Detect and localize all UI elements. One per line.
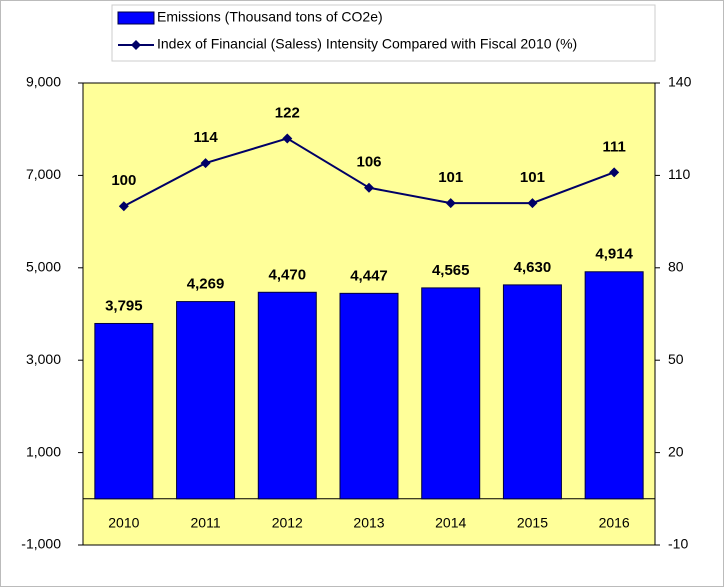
line-marker: [609, 167, 620, 178]
line-value-label: 100: [111, 172, 136, 189]
bar-value-label: 3,795: [105, 297, 143, 314]
line-value-label: 106: [356, 154, 381, 171]
line-value-label: 111: [602, 138, 625, 155]
x-tick-label: 2011: [191, 515, 221, 531]
y2-tick-label: 110: [668, 166, 691, 182]
y2-tick-label: 140: [668, 74, 692, 90]
bar-value-label: 4,470: [269, 266, 307, 283]
x-tick-label: 2014: [435, 515, 466, 531]
legend-box: [111, 4, 656, 62]
bar-value-label: 4,447: [350, 267, 388, 284]
bar-value-label: 4,630: [514, 259, 552, 276]
x-tick-label: 2013: [353, 515, 384, 531]
line-value-label: 101: [438, 169, 463, 186]
line-marker: [200, 158, 211, 169]
y-tick-label: -1,000: [21, 536, 61, 552]
line-marker: [527, 198, 538, 209]
bar-value-label: 4,269: [187, 276, 225, 293]
bar: [502, 284, 562, 500]
x-tick-label: 2016: [599, 515, 630, 531]
line-marker: [282, 133, 293, 144]
legend-label: Emissions (Thousand tons of CO2e): [157, 9, 383, 25]
line-marker: [364, 182, 374, 193]
y-tick-label: 5,000: [26, 259, 61, 275]
y2-tick-label: -10: [668, 536, 688, 552]
line-value-label: 122: [275, 104, 300, 121]
bar: [421, 287, 481, 500]
y-tick-label: 3,000: [26, 351, 61, 367]
y2-tick-label: 80: [668, 259, 684, 275]
line-marker: [445, 198, 456, 209]
bar-value-label: 4,914: [595, 246, 633, 263]
y-tick-label: 1,000: [26, 443, 61, 459]
legend-marker: [131, 40, 141, 50]
y-tick-label: 9,000: [26, 74, 61, 90]
bar: [584, 271, 644, 500]
line-value-label: 101: [520, 169, 545, 186]
legend-swatch: [117, 11, 155, 25]
bar: [94, 322, 154, 500]
bar: [339, 292, 399, 500]
x-tick-label: 2012: [272, 515, 303, 531]
line-value-label: 114: [193, 129, 218, 146]
bar: [176, 301, 236, 500]
y-tick-label: 7,000: [26, 166, 61, 182]
bar: [257, 291, 317, 500]
y2-tick-label: 50: [668, 351, 684, 367]
x-tick-label: 2010: [108, 515, 139, 531]
line-marker: [118, 201, 129, 212]
legend-label: Index of Financial (Saless) Intensity Co…: [157, 36, 577, 52]
x-tick-label: 2015: [517, 515, 548, 531]
y2-tick-label: 20: [668, 443, 684, 459]
bar-value-label: 4,565: [432, 262, 470, 279]
